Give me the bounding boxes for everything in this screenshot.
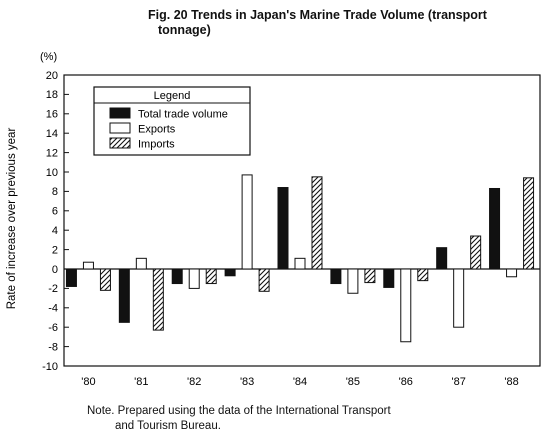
exports-bar [188, 268, 200, 289]
y-tick-label: 6 [52, 206, 58, 218]
imports-bar [523, 177, 535, 270]
y-unit-label: (%) [40, 51, 57, 63]
chart-title-line-1: Fig. 20 Trends in Japan's Marine Trade V… [148, 8, 487, 22]
total-bar [224, 268, 236, 277]
total-bar [171, 268, 183, 285]
y-tick-label: 0 [52, 264, 58, 276]
chart-title-line-2: tonnage) [158, 23, 211, 37]
y-tick-label: 18 [46, 89, 58, 101]
source-note-line-1: Note. Prepared using the data of the Int… [87, 405, 391, 417]
total-bar [118, 268, 130, 323]
imports-bar [258, 268, 270, 292]
y-tick-label: 16 [46, 109, 58, 121]
x-tick-label: '83 [240, 376, 254, 388]
exports-bar [135, 257, 147, 270]
imports-bar [311, 176, 323, 270]
total-bar [489, 187, 501, 270]
y-tick-label: 14 [46, 128, 58, 140]
y-tick-label: -6 [48, 322, 58, 334]
exports-bar [400, 268, 412, 343]
legend-swatch [109, 122, 131, 134]
legend-entry: Total trade volume [138, 109, 228, 121]
x-tick-label: '87 [451, 376, 465, 388]
total-bar [436, 247, 448, 270]
exports-bar [453, 268, 465, 328]
imports-bar [364, 268, 376, 284]
y-tick-label: 2 [52, 244, 58, 256]
imports-bar [205, 268, 217, 285]
imports-bar [99, 268, 111, 291]
x-tick-label: '81 [134, 376, 148, 388]
x-tick-label: '84 [293, 376, 307, 388]
imports-bar [470, 235, 482, 270]
imports-bar [417, 268, 429, 282]
x-tick-label: '86 [399, 376, 413, 388]
total-bar [383, 268, 395, 288]
total-bar [65, 268, 77, 287]
total-bar [277, 187, 289, 270]
y-tick-label: -8 [48, 341, 58, 353]
legend-swatch [109, 137, 131, 149]
source-note: Note. Prepared using the data of the Int… [87, 404, 487, 434]
legend-entry: Exports [138, 124, 176, 136]
imports-bar [152, 268, 164, 331]
x-tick-label: '88 [504, 376, 518, 388]
source-note-line-2: and Tourism Bureau. [115, 420, 221, 432]
x-tick-label: '80 [81, 376, 95, 388]
total-bar [330, 268, 342, 285]
plot-frame [63, 74, 541, 367]
exports-bar [506, 268, 518, 278]
x-tick-label: '85 [346, 376, 360, 388]
chart-title: Fig. 20 Trends in Japan's Marine Trade V… [148, 8, 488, 38]
legend-swatch [109, 107, 131, 119]
y-tick-label: 12 [46, 147, 58, 159]
legend: Legend Total trade volume Exports Imports [93, 86, 251, 156]
exports-bar [241, 174, 253, 270]
y-tick-label: -2 [48, 283, 58, 295]
y-tick-label: 8 [52, 186, 58, 198]
legend-entry: Imports [138, 139, 175, 151]
y-tick-label: -10 [42, 361, 58, 373]
bars: '80 '81 '82 '83 '84 '85 '86 '87 '88 [65, 174, 535, 388]
y-tick-label: 10 [46, 167, 58, 179]
exports-bar [347, 268, 359, 294]
y-tick-label: 20 [46, 70, 58, 82]
exports-bar [82, 261, 94, 270]
exports-bar [294, 257, 306, 270]
y-tick-label: -4 [48, 303, 58, 315]
y-axis-title: Rate of increase over previous year [6, 128, 18, 310]
x-tick-label: '82 [187, 376, 201, 388]
y-tick-label: 4 [52, 225, 58, 237]
legend-title: Legend [154, 90, 191, 102]
